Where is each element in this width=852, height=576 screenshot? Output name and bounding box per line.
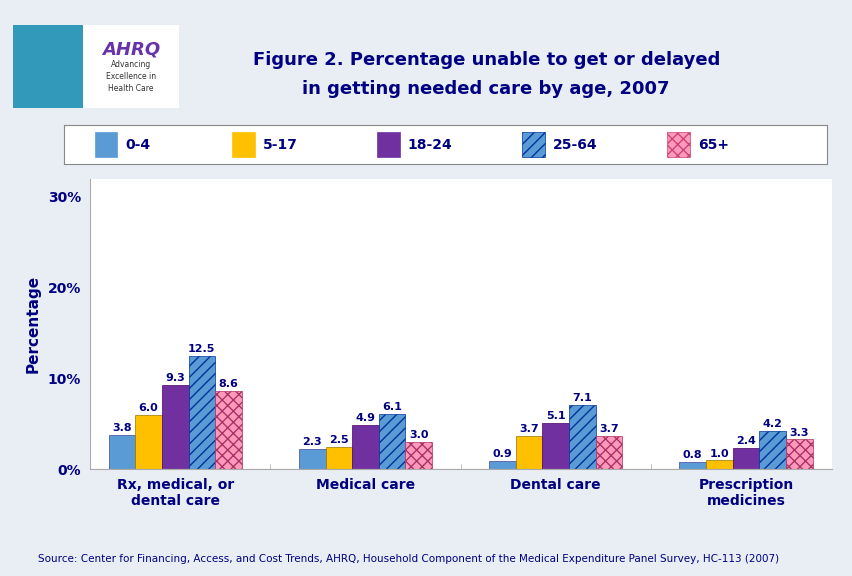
Text: 2.3: 2.3 xyxy=(302,437,322,447)
Text: 25-64: 25-64 xyxy=(552,138,596,151)
Bar xyxy=(568,405,595,469)
Text: 9.3: 9.3 xyxy=(165,373,185,383)
Text: 12.5: 12.5 xyxy=(188,344,216,354)
Bar xyxy=(325,447,352,469)
Text: 2.4: 2.4 xyxy=(735,436,755,446)
Text: 0.9: 0.9 xyxy=(492,449,512,460)
Bar xyxy=(705,460,732,469)
Text: 6.0: 6.0 xyxy=(139,403,158,413)
Bar xyxy=(679,462,705,469)
Bar xyxy=(298,449,325,469)
Text: 3.0: 3.0 xyxy=(408,430,428,440)
Bar xyxy=(135,415,162,469)
Text: 8.6: 8.6 xyxy=(218,380,238,389)
Text: 4.2: 4.2 xyxy=(762,419,781,430)
Text: 6.1: 6.1 xyxy=(382,402,401,412)
Bar xyxy=(95,132,118,157)
Bar xyxy=(13,25,83,108)
Text: AHRQ: AHRQ xyxy=(101,41,160,59)
Bar xyxy=(785,439,812,469)
Text: 3.8: 3.8 xyxy=(112,423,131,433)
Bar xyxy=(542,423,568,469)
Bar xyxy=(162,385,188,469)
Text: 0.8: 0.8 xyxy=(682,450,702,460)
Bar xyxy=(758,431,785,469)
Text: 1.0: 1.0 xyxy=(709,449,728,458)
Text: 3.7: 3.7 xyxy=(519,424,538,434)
Bar xyxy=(515,436,542,469)
Bar xyxy=(488,461,515,469)
Bar xyxy=(352,425,378,469)
Bar xyxy=(215,391,241,469)
Bar xyxy=(377,132,400,157)
Text: 2.5: 2.5 xyxy=(329,435,348,445)
Y-axis label: Percentage: Percentage xyxy=(26,275,41,373)
Bar xyxy=(732,448,758,469)
Bar xyxy=(232,132,255,157)
Text: in getting needed care by age, 2007: in getting needed care by age, 2007 xyxy=(302,80,669,98)
Bar xyxy=(405,442,432,469)
Bar xyxy=(108,435,135,469)
Text: 7.1: 7.1 xyxy=(572,393,591,403)
Text: Source: Center for Financing, Access, and Cost Trends, AHRQ, Household Component: Source: Center for Financing, Access, an… xyxy=(38,555,779,564)
Text: 4.9: 4.9 xyxy=(355,413,375,423)
Bar xyxy=(188,356,215,469)
Text: 5.1: 5.1 xyxy=(545,411,565,421)
Text: Advancing
Excellence in
Health Care: Advancing Excellence in Health Care xyxy=(106,60,156,93)
Text: Figure 2. Percentage unable to get or delayed: Figure 2. Percentage unable to get or de… xyxy=(252,51,719,70)
Bar xyxy=(595,436,622,469)
Text: 0-4: 0-4 xyxy=(125,138,150,151)
Bar xyxy=(83,25,179,108)
Text: 5-17: 5-17 xyxy=(262,138,297,151)
Bar xyxy=(378,414,405,469)
Text: 3.3: 3.3 xyxy=(789,427,809,438)
Text: 18-24: 18-24 xyxy=(407,138,452,151)
Bar xyxy=(521,132,544,157)
Bar xyxy=(666,132,689,157)
Text: 3.7: 3.7 xyxy=(598,424,619,434)
Text: 65+: 65+ xyxy=(697,138,728,151)
